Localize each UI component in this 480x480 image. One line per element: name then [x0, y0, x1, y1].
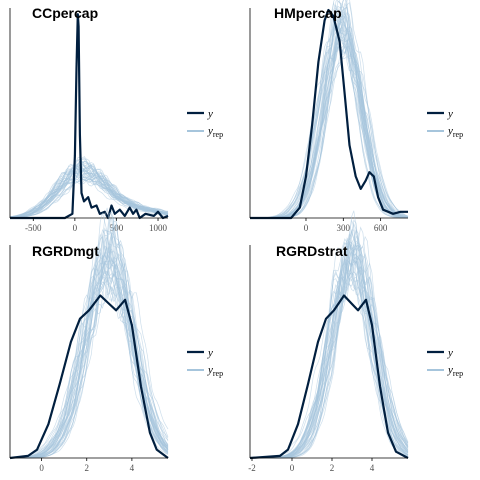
y-line: [9, 294, 169, 460]
legend-y-label: y: [447, 347, 453, 359]
yrep-line: [9, 255, 169, 459]
x-tick-label: 300: [337, 223, 351, 233]
legend-yrep-label: yrep: [207, 364, 223, 378]
legend-yrep-subscript: rep: [453, 369, 463, 378]
legend-y-label: y: [207, 347, 213, 359]
yrep-line: [250, 240, 409, 459]
y-line: [10, 13, 169, 220]
yrep-line: [9, 163, 169, 218]
legend-yrep-label: yrep: [447, 125, 463, 139]
legend-yrep-label: yrep: [207, 125, 223, 139]
yrep-line: [250, 241, 409, 459]
legend-yrep-subscript: rep: [453, 130, 463, 139]
yrep-line: [249, 0, 409, 219]
x-tick-label: 4: [370, 463, 375, 473]
panel-title: RGRDmgt: [32, 243, 99, 259]
yrep-line: [250, 36, 409, 219]
panel-rgrdstrat: -2 0 2 4 RGRDstrat y yrep: [248, 210, 463, 473]
legend-y-label: y: [447, 108, 453, 120]
legend-yrep-subscript: rep: [213, 369, 223, 378]
x-tick-label: 2: [330, 463, 335, 473]
x-tick-label: 0: [73, 223, 78, 233]
yrep-lines: [9, 156, 169, 219]
yrep-line: [9, 160, 169, 218]
panel-hmpercap: 0 300 600 HMpercap y yrep: [249, 0, 463, 233]
yrep-line: [250, 241, 409, 459]
yrep-line: [250, 278, 409, 459]
panel-title: HMpercap: [274, 5, 342, 21]
y-line: [249, 294, 409, 460]
yrep-lines: [249, 0, 409, 219]
yrep-line: [9, 171, 169, 218]
yrep-line: [10, 235, 169, 459]
legend-y-label: y: [207, 108, 213, 120]
legend: y yrep: [187, 108, 223, 139]
legend: y yrep: [427, 347, 463, 378]
x-tick-label: 0: [39, 463, 44, 473]
x-tick-label: 2: [84, 463, 89, 473]
legend-yrep-subscript: rep: [213, 130, 223, 139]
yrep-line: [9, 231, 169, 459]
legend: y yrep: [187, 347, 223, 378]
x-tick-label: 1000: [149, 223, 168, 233]
x-tick-label: 4: [130, 463, 135, 473]
yrep-line: [250, 243, 409, 459]
legend-yrep-label: yrep: [447, 364, 463, 378]
panel-title: RGRDstrat: [276, 243, 348, 259]
x-tick-label: -500: [25, 223, 42, 233]
legend: y yrep: [427, 108, 463, 139]
x-tick-label: 0: [304, 223, 309, 233]
y-line: [250, 8, 408, 220]
x-tick-label: 0: [290, 463, 295, 473]
x-tick-label: -2: [248, 463, 256, 473]
panel-title: CCpercap: [32, 5, 98, 21]
x-tick-label: 600: [374, 223, 388, 233]
panel-rgrdmgt: 0 2 4 RGRDmgt y yrep: [9, 207, 223, 473]
